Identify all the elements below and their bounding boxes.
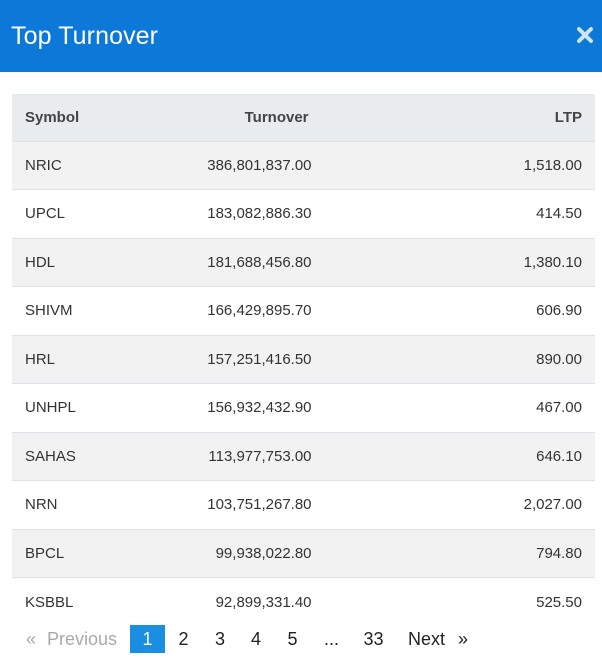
pagination: « Previous 1 2 3 4 5 ... 33 Next » <box>12 624 470 654</box>
cell-turnover: 166,429,895.70 <box>114 286 488 335</box>
table-row: NRIC 386,801,837.00 1,518.00 <box>12 140 595 190</box>
page-2-button[interactable]: 2 <box>178 628 189 649</box>
page-1-button[interactable]: 1 <box>130 625 166 653</box>
cell-symbol: BPCL <box>12 528 115 578</box>
table-row: SAHAS 113,977,753.00 646.10 <box>12 431 595 481</box>
table-header-row: Symbol Turnover LTP <box>12 94 595 141</box>
cell-symbol: SHIVM <box>12 286 115 335</box>
cell-symbol: SAHAS <box>12 431 115 481</box>
modal-title: Top Turnover <box>11 21 159 50</box>
cell-turnover: 183,082,886.30 <box>114 189 488 238</box>
cell-ltp: 525.50 <box>487 577 595 626</box>
close-icon <box>577 27 593 43</box>
table-row: HRL 157,251,416.50 890.00 <box>12 334 595 384</box>
prev-arrow-icon: « <box>25 628 36 649</box>
cell-ltp: 414.50 <box>487 189 595 238</box>
table-row: BPCL 99,938,022.80 794.80 <box>12 528 595 578</box>
next-button[interactable]: Next <box>408 628 446 649</box>
cell-symbol: UNHPL <box>12 383 115 432</box>
cell-turnover: 92,899,331.40 <box>114 577 488 626</box>
page-33-button[interactable]: 33 <box>363 628 384 649</box>
cell-ltp: 794.80 <box>487 528 595 578</box>
cell-turnover: 386,801,837.00 <box>114 140 488 190</box>
page-4-button[interactable]: 4 <box>251 628 262 649</box>
table-row: UPCL 183,082,886.30 414.50 <box>12 189 595 238</box>
cell-symbol: NRN <box>12 480 115 529</box>
table-row: SHIVM 166,429,895.70 606.90 <box>12 286 595 335</box>
cell-turnover: 103,751,267.80 <box>114 480 488 529</box>
table-row: KSBBL 92,899,331.40 525.50 <box>12 577 595 626</box>
pagination-ellipsis: ... <box>324 628 340 649</box>
table-row: NRN 103,751,267.80 2,027.00 <box>12 480 595 529</box>
page-5-button[interactable]: 5 <box>287 628 298 649</box>
cell-symbol: HRL <box>12 334 115 384</box>
header-ltp[interactable]: LTP <box>554 108 582 126</box>
header-symbol[interactable]: Symbol <box>25 108 80 126</box>
cell-symbol: UPCL <box>12 189 115 238</box>
cell-turnover: 156,932,432.90 <box>114 383 488 432</box>
cell-ltp: 2,027.00 <box>487 480 595 529</box>
turnover-table-container: Symbol Turnover LTP NRIC 386,801,837.00 … <box>12 94 595 626</box>
cell-turnover: 113,977,753.00 <box>114 431 488 481</box>
cell-ltp: 646.10 <box>487 431 595 481</box>
cell-turnover: 181,688,456.80 <box>114 237 488 287</box>
close-button[interactable] <box>572 22 598 48</box>
cell-symbol: NRIC <box>12 140 115 190</box>
table-row: UNHPL 156,932,432.90 467.00 <box>12 383 595 432</box>
next-arrow-icon[interactable]: » <box>458 628 469 649</box>
previous-button[interactable]: Previous <box>47 628 118 649</box>
cell-ltp: 890.00 <box>487 334 595 384</box>
cell-symbol: KSBBL <box>12 577 115 626</box>
turnover-table: Symbol Turnover LTP NRIC 386,801,837.00 … <box>12 94 595 626</box>
cell-ltp: 467.00 <box>487 383 595 432</box>
modal-header: Top Turnover <box>0 0 602 72</box>
page-3-button[interactable]: 3 <box>215 628 226 649</box>
header-turnover[interactable]: Turnover <box>244 108 309 126</box>
cell-ltp: 1,380.10 <box>487 237 595 287</box>
cell-symbol: HDL <box>12 237 115 287</box>
cell-ltp: 606.90 <box>487 286 595 335</box>
cell-turnover: 157,251,416.50 <box>114 334 488 384</box>
cell-turnover: 99,938,022.80 <box>114 528 488 578</box>
table-row: HDL 181,688,456.80 1,380.10 <box>12 237 595 287</box>
cell-ltp: 1,518.00 <box>487 140 595 190</box>
